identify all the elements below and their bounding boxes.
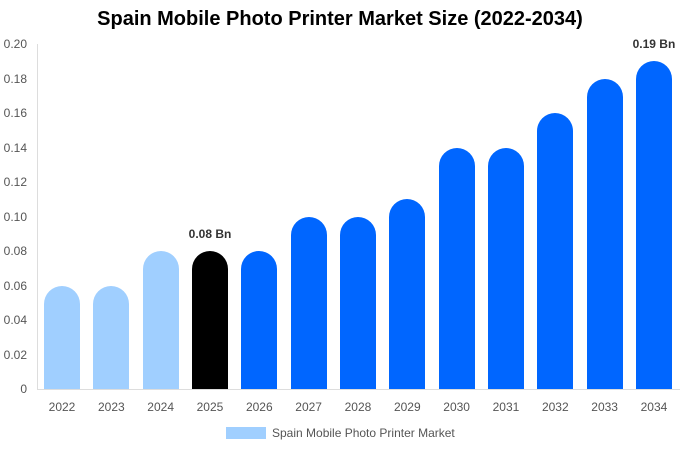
y-tick-label: 0.12 (3, 175, 27, 189)
x-tick-label: 2024 (147, 400, 174, 414)
bar-2027 (290, 216, 327, 389)
data-label-2025: 0.08 Bn (188, 227, 232, 241)
x-tick-label: 2033 (591, 400, 618, 414)
bar-2028 (339, 216, 376, 389)
chart-title: Spain Mobile Photo Printer Market Size (… (97, 8, 583, 30)
x-tick-label: 2034 (640, 400, 668, 414)
x-tick-label: 2025 (196, 400, 224, 414)
y-tick-label: 0.14 (3, 140, 27, 155)
y-tick-label: 0 (20, 382, 27, 396)
y-tick-label: 0.18 (3, 71, 27, 86)
bar-2022 (44, 285, 80, 389)
bar-2033 (586, 78, 623, 389)
x-tick-label: 2031 (492, 400, 520, 414)
x-tick-label: 2026 (245, 400, 273, 414)
bar-2024 (142, 251, 179, 389)
bar-2030 (438, 147, 475, 389)
x-tick-label: 2023 (97, 400, 125, 414)
legend-label: Spain Mobile Photo Printer Market (272, 426, 455, 440)
bar-2031 (487, 147, 524, 389)
y-tick-label: 0.10 (3, 209, 27, 224)
x-tick-label: 2027 (295, 400, 322, 414)
y-tick-label: 0.20 (3, 37, 27, 51)
x-tick-label: 2028 (344, 400, 372, 414)
y-tick-label: 0.08 (3, 244, 27, 258)
x-axis-line (37, 389, 680, 390)
bar-2034 (635, 61, 672, 389)
legend-swatch (226, 427, 266, 439)
x-tick-label: 2032 (541, 400, 569, 414)
x-tick-label: 2022 (48, 400, 76, 414)
bar-2029 (389, 199, 426, 389)
x-tick-label: 2030 (443, 400, 470, 414)
bar-2026 (241, 251, 278, 389)
y-tick-label: 0.06 (3, 278, 27, 293)
bar-2023 (93, 285, 130, 389)
y-tick-label: 0.04 (3, 313, 27, 327)
x-tick-label: 2029 (393, 400, 421, 414)
bar-2032 (537, 113, 574, 389)
y-tick-label: 0.02 (3, 347, 27, 362)
y-axis-line (37, 44, 38, 389)
legend: Spain Mobile Photo Printer Market (226, 426, 455, 440)
bar-2025 (191, 251, 228, 389)
y-tick-label: 0.16 (3, 106, 27, 120)
data-label-2034: 0.19 Bn (632, 37, 676, 52)
